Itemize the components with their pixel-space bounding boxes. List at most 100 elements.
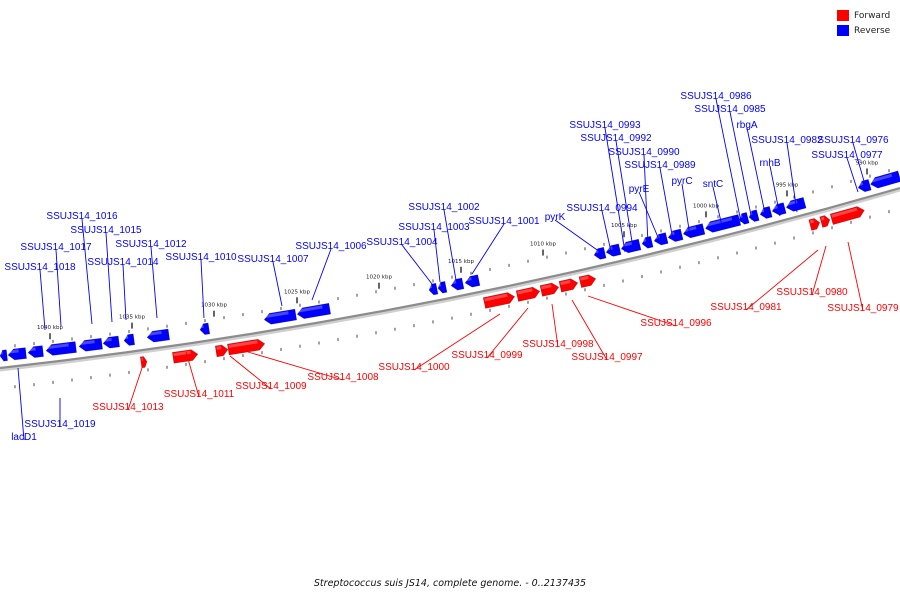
gene-arrow[interactable] xyxy=(869,170,900,190)
gene-label[interactable]: SSUJS14_0998 xyxy=(522,339,594,350)
gene-label[interactable]: pyrC xyxy=(671,176,692,187)
gene-arrow[interactable] xyxy=(0,349,8,362)
gene-arrow[interactable] xyxy=(102,335,120,349)
gene-arrow[interactable] xyxy=(450,277,465,291)
gene-arrow[interactable] xyxy=(437,281,448,294)
gene-arrow-highlight xyxy=(264,311,289,319)
gene-arrow[interactable] xyxy=(123,333,135,346)
gene-label[interactable]: SSUJS14_1018 xyxy=(4,262,76,273)
gene-label[interactable]: sntC xyxy=(703,179,724,190)
gene-label[interactable]: SSUJS14_0985 xyxy=(694,104,766,115)
gene-label[interactable]: SSUJS14_0977 xyxy=(811,150,883,161)
gene-arrow[interactable] xyxy=(738,212,750,225)
scale-label: 1000 kbp xyxy=(693,203,719,209)
gene-label[interactable]: SSUJS14_0990 xyxy=(608,147,680,158)
gene-arrow[interactable] xyxy=(482,291,516,309)
gene-arrow-highlight xyxy=(141,357,144,361)
gene-arrow[interactable] xyxy=(296,302,331,319)
gene-arrow[interactable] xyxy=(172,349,199,364)
gene-arrow-highlight xyxy=(857,182,864,187)
gene-label[interactable]: SSUJS14_1011 xyxy=(164,389,235,400)
gene-arrow-highlight xyxy=(831,207,858,218)
gene-arrow[interactable] xyxy=(829,205,866,225)
gene-arrow-highlight xyxy=(124,335,129,340)
gene-arrow[interactable] xyxy=(578,273,597,288)
gene-label[interactable]: rbgA xyxy=(736,120,757,131)
gene-arrow[interactable] xyxy=(7,347,27,361)
gene-label[interactable]: SSUJS14_1007 xyxy=(237,254,309,265)
gene-label[interactable]: SSUJS14_1014 xyxy=(87,257,159,268)
gene-arrow[interactable] xyxy=(199,322,211,335)
gene-arrow[interactable] xyxy=(759,206,773,219)
gene-label[interactable]: SSUJS14_1002 xyxy=(408,202,480,213)
gene-arrow[interactable] xyxy=(808,217,822,231)
gene-arrow[interactable] xyxy=(667,228,684,243)
gene-label[interactable]: SSUJS14_0997 xyxy=(571,352,643,363)
gene-label[interactable]: SSUJS14_0980 xyxy=(776,287,848,298)
gene-label[interactable]: SSUJS14_0993 xyxy=(569,120,641,131)
figure-caption: Streptococcus suis JS14, complete genome… xyxy=(313,578,587,589)
gene-label[interactable]: pyrE xyxy=(629,184,650,195)
leader-line xyxy=(729,111,753,221)
gene-arrow[interactable] xyxy=(263,308,297,325)
gene-label[interactable]: SSUJS14_0989 xyxy=(624,160,696,171)
gene-arrow[interactable] xyxy=(139,356,148,369)
gene-label[interactable]: SSUJS14_1003 xyxy=(398,222,470,233)
gene-arrow[interactable] xyxy=(748,209,760,223)
gene-arrow[interactable] xyxy=(428,282,439,296)
leader-line xyxy=(587,295,677,327)
gene-label[interactable]: SSUJS14_0981 xyxy=(710,302,782,313)
gene-label[interactable]: SSUJS14_1010 xyxy=(165,252,237,263)
gene-label[interactable]: SSUJS14_0992 xyxy=(580,133,652,144)
gene-label[interactable]: SSUJS14_1016 xyxy=(46,211,118,222)
gene-label[interactable]: SSUJS14_1009 xyxy=(235,381,307,392)
gene-label[interactable]: SSUJS14_1000 xyxy=(378,362,450,373)
gene-label[interactable]: SSUJS14_1004 xyxy=(366,237,438,248)
gene-arrow[interactable] xyxy=(227,338,266,356)
gene-label[interactable]: SSUJS14_0986 xyxy=(680,91,752,102)
gene-label[interactable]: SSUJS14_0979 xyxy=(827,303,899,314)
gene-arrow[interactable] xyxy=(819,214,832,228)
gene-arrow[interactable] xyxy=(558,277,579,293)
gene-arrow[interactable] xyxy=(539,282,560,297)
gene-arrow-highlight xyxy=(541,284,552,290)
gene-arrow[interactable] xyxy=(515,286,541,302)
gene-label[interactable]: SSUJS14_1019 xyxy=(24,419,96,430)
gene-arrow[interactable] xyxy=(464,274,481,289)
leader-line xyxy=(105,232,113,323)
gene-label[interactable]: SSUJS14_0976 xyxy=(817,135,889,146)
gene-arrow[interactable] xyxy=(27,345,44,359)
leader-line xyxy=(17,367,25,441)
gene-label[interactable]: SSUJS14_0982 xyxy=(751,135,823,146)
gene-arrow[interactable] xyxy=(214,344,229,358)
gene-arrow-highlight xyxy=(517,288,533,295)
gene-arrow-highlight xyxy=(8,349,19,354)
gene-arrow[interactable] xyxy=(857,179,872,193)
genome-backbone xyxy=(0,186,900,370)
gene-label[interactable]: lacD1 xyxy=(11,432,37,443)
gene-arrow[interactable] xyxy=(78,337,103,352)
gene-label[interactable]: SSUJS14_1017 xyxy=(20,242,92,253)
gene-arrow[interactable] xyxy=(704,214,742,234)
gene-label[interactable]: SSUJS14_1013 xyxy=(92,402,164,413)
gene-label[interactable]: rnhB xyxy=(759,158,780,169)
gene-arrow[interactable] xyxy=(146,328,170,343)
gene-arrow[interactable] xyxy=(593,247,607,260)
gene-label[interactable]: SSUJS14_0994 xyxy=(566,203,638,214)
gene-label[interactable]: SSUJS14_1008 xyxy=(307,372,379,383)
gene-label[interactable]: SSUJS14_1001 xyxy=(468,216,540,227)
gene-label[interactable]: SSUJS14_1015 xyxy=(70,225,142,236)
gene-arrow[interactable] xyxy=(653,232,669,247)
gene-label[interactable]: SSUJS14_1012 xyxy=(115,239,187,250)
scale-label: 1025 kbp xyxy=(284,289,310,295)
gene-arrow-highlight xyxy=(683,226,697,233)
leader-line xyxy=(39,269,46,331)
gene-arrow[interactable] xyxy=(45,341,77,357)
gene-label[interactable]: SSUJS14_1006 xyxy=(295,241,367,252)
reverse-swatch xyxy=(837,25,849,36)
gene-label[interactable]: pyrK xyxy=(545,212,566,223)
gene-label[interactable]: SSUJS14_0996 xyxy=(640,318,712,329)
gene-arrow[interactable] xyxy=(641,235,654,249)
gene-label[interactable]: SSUJS14_0999 xyxy=(451,350,523,361)
gene-arrow[interactable] xyxy=(605,243,622,258)
